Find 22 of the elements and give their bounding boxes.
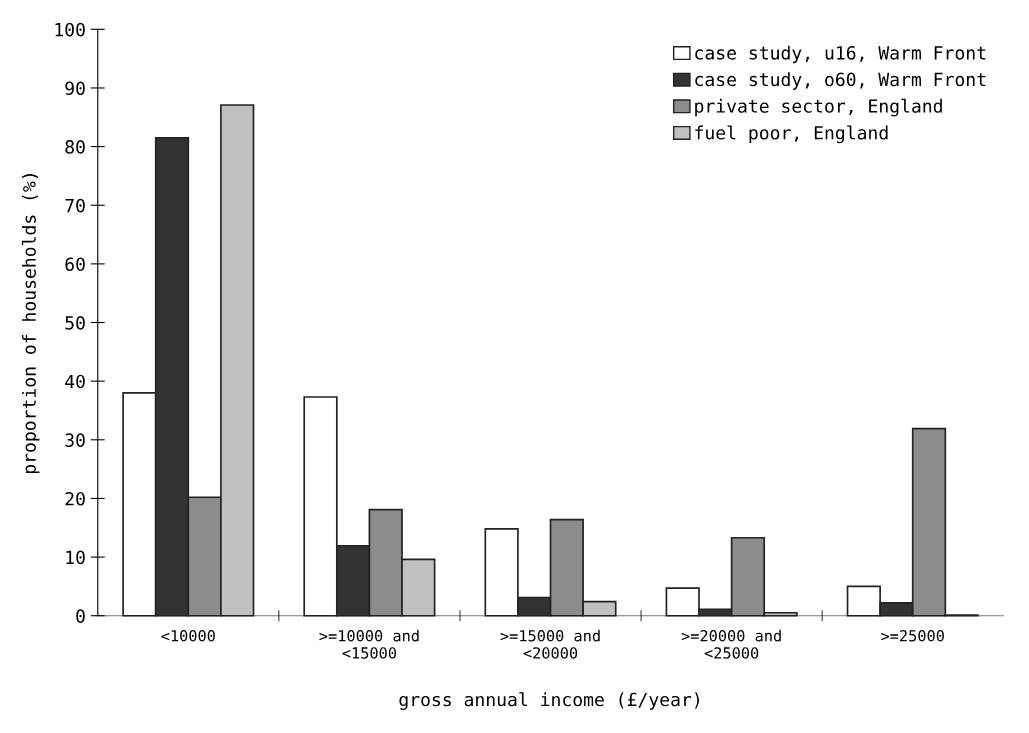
y-tick-label: 80 — [65, 140, 85, 154]
y-tick-label: 30 — [65, 433, 85, 447]
x-tick-label: >=15000 and <20000 — [500, 629, 600, 659]
y-tick-label: 100 — [55, 22, 85, 37]
legend-label: private sector, England — [695, 98, 942, 117]
x-tick-label: <10000 — [161, 629, 215, 642]
x-tick-label: >=20000 and <25000 — [681, 629, 781, 659]
y-tick-label: 70 — [65, 198, 85, 213]
y-tick-label: 60 — [65, 257, 85, 272]
y-tick-label: 90 — [65, 81, 85, 96]
y-tick-label: 50 — [65, 316, 85, 330]
x-tick-label: >=25000 — [881, 629, 944, 642]
x-axis-title: gross annual income (£/year) — [399, 692, 699, 710]
y-axis-title: proportion of households (%) — [21, 174, 40, 474]
legend-label: fuel poor, England — [695, 125, 888, 144]
y-tick-label: 40 — [65, 374, 85, 389]
y-tick-label: 10 — [66, 550, 85, 565]
legend-label: case study, u16, Warm Front — [695, 45, 986, 64]
legend-label: case study, o60, Warm Front — [695, 72, 986, 90]
x-tick-label: >=10000 and <15000 — [319, 629, 419, 659]
y-tick-label: 0 — [76, 609, 85, 623]
y-tick-label: 20 — [65, 491, 85, 506]
